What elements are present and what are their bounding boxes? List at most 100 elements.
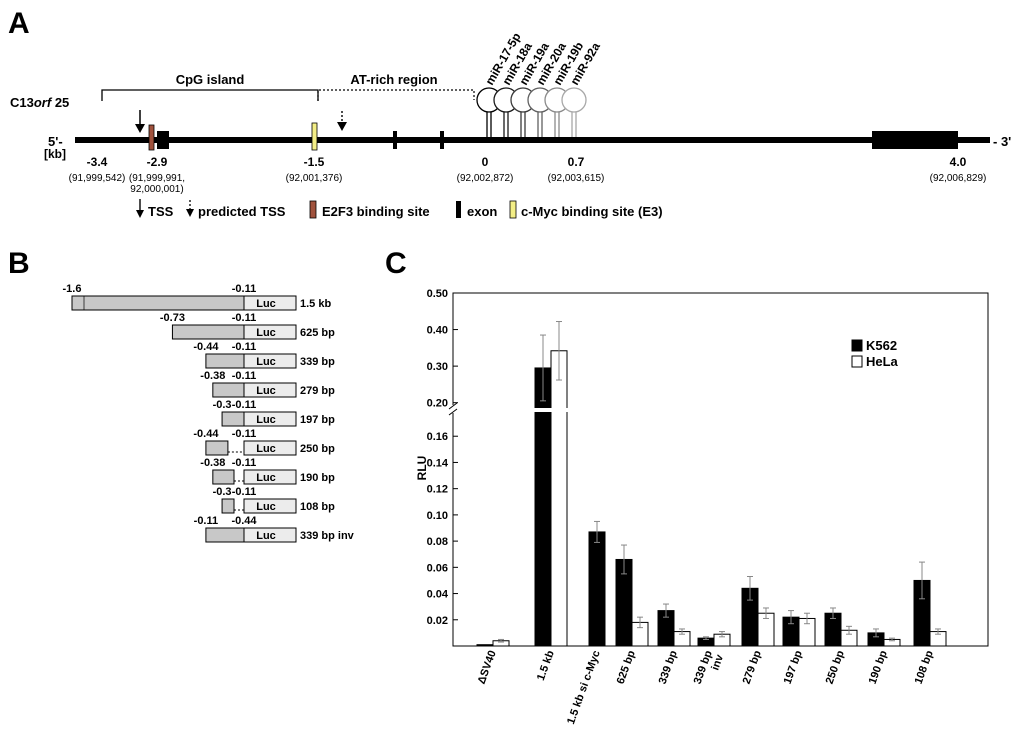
x-tick-label: 250 bp <box>824 649 847 686</box>
x-tick-label: 625 bp <box>615 649 638 686</box>
construct-name: 339 bp <box>300 356 335 368</box>
luc-reporter <box>243 440 297 456</box>
luc-label: Luc <box>256 472 276 484</box>
legend-swatch-hela <box>851 355 863 368</box>
exon-3 <box>440 131 444 149</box>
genomic-coordinate: (91,999,991, <box>129 173 185 184</box>
at-rich-bracket <box>317 89 475 101</box>
construct-start: -0.44 <box>193 428 219 440</box>
promoter-fragment <box>205 353 245 369</box>
y-tick-label: 0.10 <box>427 510 448 522</box>
x-tick-label: 190 bp <box>867 649 890 686</box>
bar-hela-1 <box>550 350 568 647</box>
construct-end: -0.11 <box>232 341 256 353</box>
construct-end: -0.11 <box>232 457 256 469</box>
panel-a-label: A <box>8 7 30 40</box>
promoter-fragment <box>221 498 235 514</box>
luc-reporter <box>243 527 297 543</box>
construct-end: -0.11 <box>232 370 256 382</box>
predicted-tss-legend-icon <box>186 200 194 217</box>
construct-start: -0.11 <box>194 515 218 527</box>
kb-position: 4.0 <box>950 155 967 169</box>
kb-position: 0 <box>482 155 489 169</box>
e2f3-legend-swatch <box>309 200 317 219</box>
construct-name: 1.5 kb <box>300 298 331 310</box>
luc-reporter <box>243 411 297 427</box>
y-tick-label: 0.06 <box>427 562 448 574</box>
gene-name: C13orf 25 <box>10 95 69 110</box>
y-tick-label: 0.04 <box>427 589 449 601</box>
construct-name: 279 bp <box>300 385 335 397</box>
luc-label: Luc <box>256 298 276 310</box>
x-tick-label: 1.5 kb si c-Myc <box>565 649 603 726</box>
luc-label: Luc <box>256 501 276 513</box>
legend-e2f3: E2F3 binding site <box>322 204 430 219</box>
construct-end: -0.44 <box>231 515 257 527</box>
panel-c-label: C <box>385 247 407 280</box>
luc-label: Luc <box>256 530 276 542</box>
bar-break-gap <box>533 408 569 412</box>
luc-reporter <box>243 324 297 340</box>
kb-position: -1.5 <box>304 155 325 169</box>
luc-reporter <box>243 295 297 311</box>
luc-reporter <box>243 353 297 369</box>
construct-end: -0.11 <box>232 399 256 411</box>
cpg-island-label: CpG island <box>176 72 245 87</box>
construct-name: 190 bp <box>300 472 335 484</box>
construct-end: -0.11 <box>232 428 256 440</box>
luc-reporter <box>243 498 297 514</box>
construct-name: 339 bp inv <box>300 530 355 542</box>
luc-label: Luc <box>256 385 276 397</box>
promoter-fragment <box>212 469 235 485</box>
legend-predicted-tss: predicted TSS <box>198 204 286 219</box>
plot-frame <box>452 292 989 647</box>
bar-k562-0 <box>476 644 494 647</box>
three-prime-label: - 3' <box>993 134 1011 149</box>
promoter-fragment <box>205 527 245 543</box>
exon-2 <box>393 131 397 149</box>
construct-name: 250 bp <box>300 443 335 455</box>
exon-1 <box>157 131 169 149</box>
kb-position: 0.7 <box>568 155 585 169</box>
construct-start: -0.38 <box>200 457 225 469</box>
x-tick-label: 279 bp <box>741 649 764 686</box>
promoter-fragment <box>171 324 245 340</box>
genomic-coordinate: 92,000,001) <box>130 184 183 195</box>
cpg-island-bracket <box>101 89 319 101</box>
exon-legend-swatch <box>456 201 461 218</box>
cmyc-legend-swatch <box>509 200 517 219</box>
y-tick-label: 0.14 <box>427 457 449 469</box>
y-tick-label: 0.02 <box>427 615 448 627</box>
legend-label-hela: HeLa <box>866 354 899 369</box>
rlu-bar-chart: 0.02 0.04 0.06 0.08 0.10 0.12 0.14 0.16 0.20 0.30… <box>415 288 989 726</box>
luc-label: Luc <box>256 414 276 426</box>
promoter-fragment <box>221 411 245 427</box>
construct-start: -0.3 <box>213 399 232 411</box>
y-tick-label: 0.08 <box>427 536 448 548</box>
y-axis-label: RLU <box>415 456 429 481</box>
construct-end: -0.11 <box>232 283 256 295</box>
exon-4 <box>872 131 958 149</box>
bar-k562-2 <box>588 531 606 647</box>
kb-unit-label: [kb] <box>44 147 66 161</box>
axis-break <box>448 402 458 416</box>
predicted-tss-arrow <box>337 111 347 131</box>
construct-start: -1.6 <box>63 283 82 295</box>
luc-label: Luc <box>256 443 276 455</box>
five-prime-label: 5'- <box>48 134 63 149</box>
x-tick-label: 197 bp <box>782 649 805 686</box>
x-tick-label: ΔSV40 <box>476 649 499 686</box>
construct-start: -0.73 <box>160 312 185 324</box>
panel-b-label: B <box>8 247 30 280</box>
x-tick-label: 108 bp <box>913 649 936 686</box>
construct-start: -0.3 <box>213 486 232 498</box>
tss-arrow <box>135 110 145 133</box>
construct-name: 108 bp <box>300 501 335 513</box>
